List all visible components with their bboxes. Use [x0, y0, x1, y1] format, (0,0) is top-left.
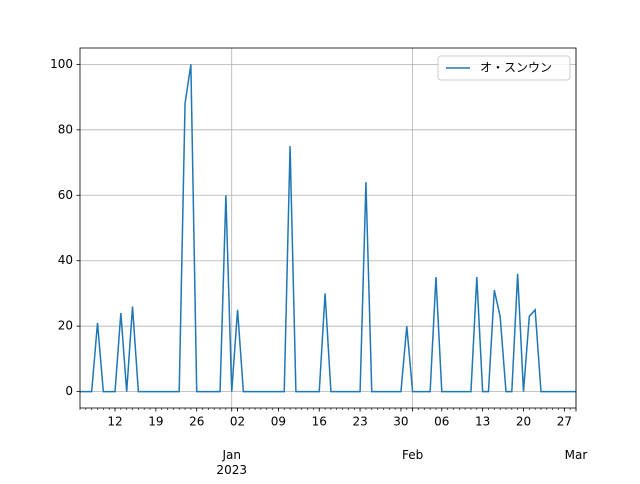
- x-major-tick-label: Jan 2023: [216, 448, 247, 477]
- x-tick-label: 13: [475, 415, 490, 429]
- x-major-tick-label: Mar: [564, 448, 588, 462]
- y-tick-label: 0: [65, 384, 73, 398]
- x-tick-label: 16: [312, 415, 327, 429]
- y-tick-label: 100: [50, 57, 73, 71]
- legend-label: オ・スンウン: [480, 61, 552, 75]
- y-tick-label: 80: [58, 122, 73, 136]
- y-tick-label: 60: [58, 188, 73, 202]
- x-tick-label: 06: [434, 415, 449, 429]
- data-line: [80, 64, 576, 393]
- y-tick-label: 20: [58, 319, 73, 333]
- y-tick-label: 40: [58, 253, 73, 267]
- x-tick-label: 30: [393, 415, 408, 429]
- x-major-tick-label: Feb: [401, 448, 424, 462]
- legend-box: [437, 55, 571, 81]
- axes-frame: [79, 47, 577, 409]
- x-tick-label: 09: [271, 415, 286, 429]
- x-tick-label: 26: [189, 415, 204, 429]
- x-tick-label: 20: [516, 415, 531, 429]
- x-tick-label: 12: [107, 415, 122, 429]
- x-tick-label: 27: [557, 415, 572, 429]
- x-tick-label: 23: [352, 415, 367, 429]
- x-tick-label: 02: [230, 415, 245, 429]
- x-tick-label: 19: [148, 415, 163, 429]
